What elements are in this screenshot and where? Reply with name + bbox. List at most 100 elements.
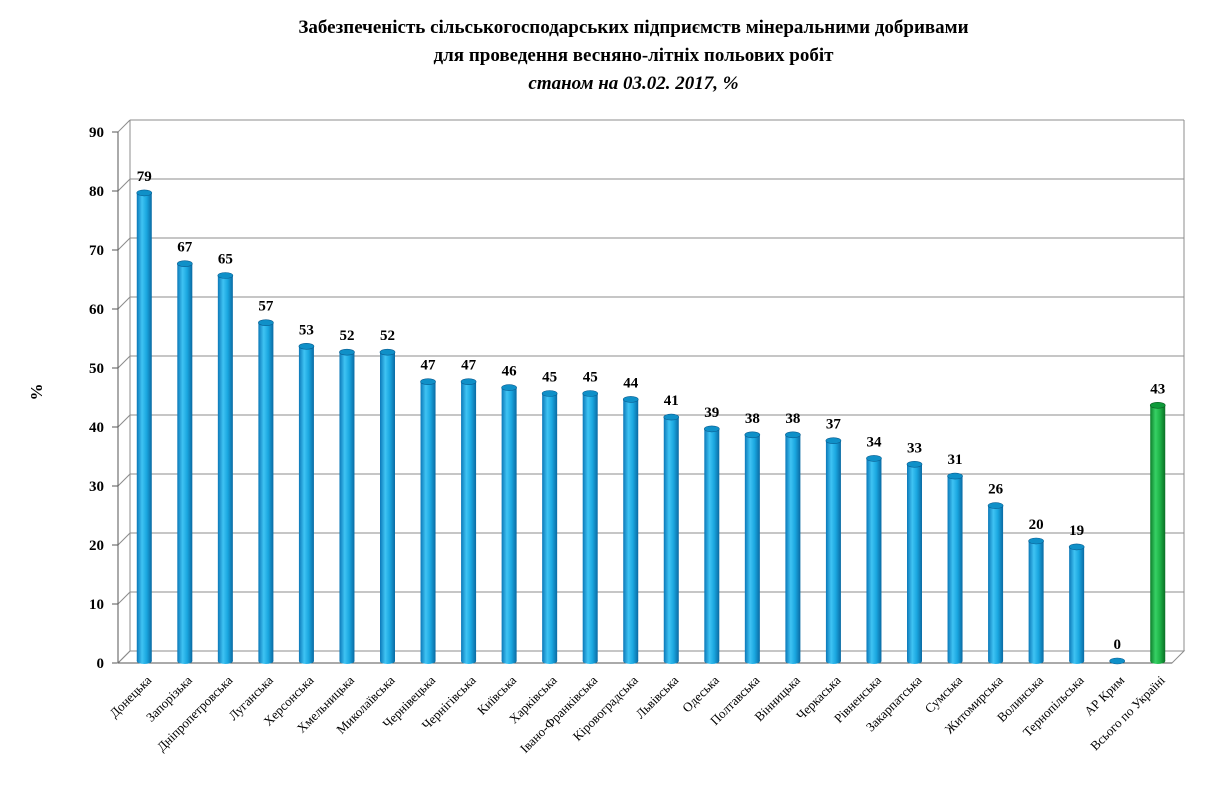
x-tick-label: Львівська	[632, 672, 681, 721]
bar-body	[1069, 546, 1085, 661]
bar-body	[866, 458, 882, 661]
bar-cap	[785, 431, 801, 439]
bar	[704, 425, 720, 664]
gridline-depth	[117, 414, 131, 428]
data-label: 37	[826, 417, 842, 433]
bar-base	[947, 658, 963, 664]
gridline-depth	[117, 532, 131, 546]
y-tick-label: 70	[89, 243, 104, 259]
bar-base	[866, 658, 882, 664]
bar-body	[136, 192, 152, 661]
gridline-depth	[117, 591, 131, 605]
chart-subtitle-date: станом на 03.02. 2017, %	[528, 73, 739, 94]
bar-body	[663, 417, 679, 661]
bar-body	[258, 322, 274, 661]
bar-cap	[663, 413, 680, 421]
bar-body	[461, 381, 477, 661]
bar-cap	[177, 260, 193, 268]
x-tick-label: Всього по Україні	[1087, 672, 1168, 753]
bar-cap	[825, 437, 842, 445]
data-label: 33	[907, 440, 922, 456]
bar-base	[704, 658, 720, 664]
bar-body	[298, 346, 314, 661]
bar	[379, 348, 396, 664]
bar-base	[1069, 658, 1085, 664]
bar-cap	[217, 272, 234, 279]
data-label: 0	[1113, 637, 1121, 653]
y-tick-label: 80	[89, 184, 104, 200]
data-label: 79	[137, 169, 152, 185]
bar	[947, 472, 963, 664]
chart-title-line-2: для проведення весняно-літніх польових р…	[433, 45, 834, 66]
bar-body	[1150, 405, 1166, 661]
bar-base	[501, 658, 517, 664]
data-label: 46	[502, 364, 518, 380]
data-label: 31	[948, 452, 963, 468]
data-label: 57	[258, 299, 274, 315]
gridline-depth	[117, 178, 131, 192]
bar	[987, 502, 1004, 664]
gridline-depth	[117, 473, 131, 487]
bar-cap	[744, 431, 761, 439]
category-labels: ДонецькаЗапорізькаДніпропетровськаЛуганс…	[106, 672, 1168, 756]
bar-base	[785, 658, 801, 664]
bar	[298, 342, 315, 664]
bar-body	[542, 393, 558, 661]
bar-body	[1028, 541, 1044, 661]
x-tick-label: Дніпропетровська	[154, 672, 236, 754]
bar-base	[582, 658, 598, 664]
bar-cap	[906, 460, 923, 468]
y-axis-label: %	[27, 384, 46, 401]
bar-cap	[582, 390, 598, 397]
y-tick-label: 30	[89, 479, 104, 495]
data-label: 44	[623, 375, 639, 391]
bar-base	[623, 658, 639, 664]
gridline-depth	[117, 296, 131, 310]
bar-body	[785, 434, 801, 661]
bar-cap	[622, 396, 639, 403]
bar-body	[744, 434, 760, 661]
bar	[339, 348, 355, 664]
bar-body	[339, 352, 355, 661]
data-label: 47	[421, 358, 437, 374]
bar-body	[380, 352, 395, 661]
bar-base	[339, 658, 355, 664]
bar	[217, 272, 234, 664]
data-label: 20	[1029, 517, 1044, 533]
bars	[136, 189, 1166, 665]
bar-base	[825, 658, 841, 664]
bar-body	[825, 440, 841, 661]
chart-title-line-1: Забезпеченість сільськогосподарських під…	[298, 17, 969, 38]
bar-body	[420, 381, 436, 661]
bar	[258, 319, 274, 664]
data-labels: 79 67 65 57 53 52 52 47 47 46 45 45 44 41 39 38 38 37 34 33…	[137, 169, 1165, 653]
bar-body	[501, 387, 517, 661]
data-label: 45	[583, 370, 598, 386]
data-label: 38	[745, 411, 760, 427]
bar-base	[420, 658, 436, 664]
bar-cap	[460, 378, 477, 386]
data-label: 43	[1150, 381, 1165, 397]
y-tick-label: 10	[89, 597, 104, 613]
bar-cap	[379, 348, 396, 356]
gridline-depth	[117, 119, 131, 133]
bar-body	[623, 399, 639, 661]
bar-body	[582, 393, 598, 661]
bar	[825, 437, 842, 664]
data-label: 41	[664, 393, 679, 409]
bar	[136, 189, 153, 664]
y-tick-label: 0	[97, 656, 105, 672]
data-label: 53	[299, 322, 314, 338]
y-tick-label: 50	[89, 361, 104, 377]
bar-cap	[501, 384, 517, 391]
bar	[1028, 537, 1044, 664]
bar-cap	[420, 378, 436, 386]
bar-body	[217, 275, 233, 661]
data-label: 47	[461, 358, 477, 374]
bar-cap	[136, 189, 153, 197]
axes: 0 10 20 30 40 50 60 70 80 90	[89, 125, 1186, 672]
bar	[541, 390, 558, 664]
bar-body	[988, 505, 1004, 661]
bar-body	[907, 464, 922, 661]
